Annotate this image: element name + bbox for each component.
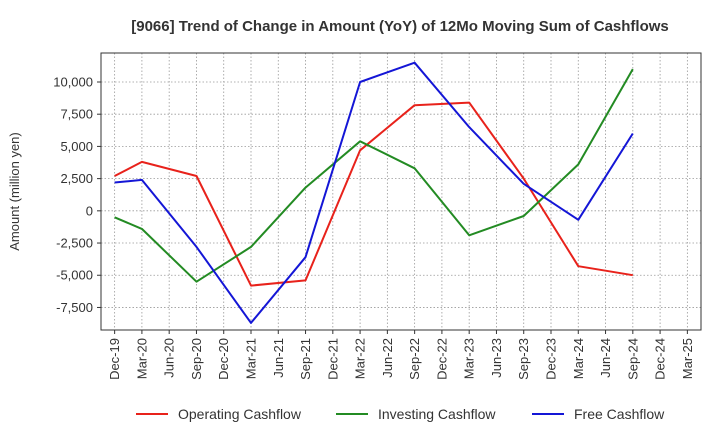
legend-label: Operating Cashflow [178, 406, 302, 422]
x-tick-label: Mar-25 [680, 338, 695, 379]
x-tick-label: Dec-24 [653, 338, 668, 380]
series-lines [114, 61, 634, 324]
x-tick-label: Sep-20 [189, 338, 204, 380]
x-tick-label: Jun-20 [162, 338, 177, 378]
y-axis-label: Amount (million yen) [7, 132, 22, 251]
x-tick-label: Mar-20 [134, 338, 149, 379]
x-tick-label: Mar-23 [462, 338, 477, 379]
x-tick-label: Mar-24 [571, 338, 586, 379]
series-line-free-cashflow [114, 61, 634, 324]
x-tick-label: Jun-21 [271, 338, 286, 378]
series-line-investing-cashflow [114, 68, 634, 283]
x-tick-label: Mar-21 [244, 338, 259, 379]
grid [101, 53, 701, 330]
y-tick-label: -5,000 [56, 268, 93, 283]
x-tick-label: Mar-22 [353, 338, 368, 379]
y-tick-label: 10,000 [53, 74, 93, 89]
y-tick-label: 2,500 [60, 171, 93, 186]
x-tick-label: Dec-19 [107, 338, 122, 380]
x-tick-label: Sep-24 [625, 338, 640, 380]
x-tick-label: Sep-23 [516, 338, 531, 380]
y-tick-label: 7,500 [60, 107, 93, 122]
x-tick-label: Dec-21 [325, 338, 340, 380]
x-tick-label: Sep-22 [407, 338, 422, 380]
x-tick-label: Sep-21 [298, 338, 313, 380]
y-tick-label: -2,500 [56, 236, 93, 251]
series-line-operating-cashflow [114, 101, 633, 287]
y-tick-label: -7,500 [56, 300, 93, 315]
x-axis-ticks: Dec-19 Mar-20 Jun-20 Sep-20 Dec-20 Mar-21 Jun-… [107, 330, 695, 380]
y-axis-ticks: 10,000 7,500 5,000 2,500 0 -2,500 -5,000 -7,500 [53, 74, 101, 315]
x-tick-label: Dec-20 [216, 338, 231, 380]
x-tick-label: Jun-24 [598, 338, 613, 378]
legend-label: Free Cashflow [574, 406, 665, 422]
chart-title: [9066] Trend of Change in Amount (YoY) o… [131, 18, 669, 35]
x-tick-label: Jun-23 [489, 338, 504, 378]
x-tick-label: Jun-22 [380, 338, 395, 378]
legend: Operating Cashflow Investing Cashflow Free… [136, 406, 665, 422]
x-tick-label: Dec-22 [434, 338, 449, 380]
y-tick-label: 5,000 [60, 139, 93, 154]
plot-area [100, 52, 702, 331]
legend-label: Investing Cashflow [378, 406, 496, 422]
x-tick-label: Dec-23 [544, 338, 559, 380]
y-tick-label: 0 [86, 203, 93, 218]
